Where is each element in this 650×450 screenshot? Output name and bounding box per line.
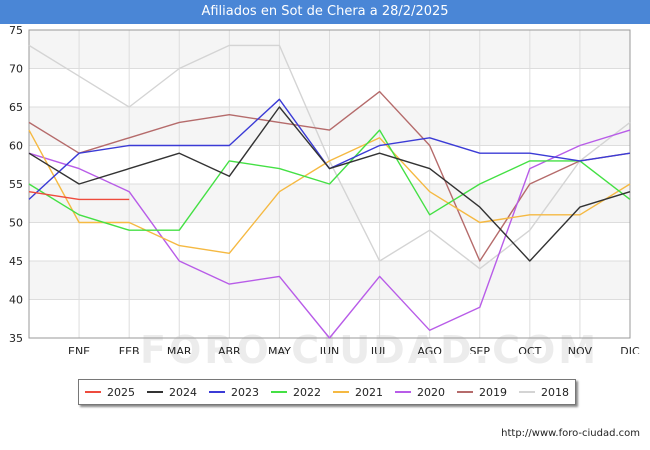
series-line-2020 <box>28 129 631 339</box>
series-line-2024 <box>28 106 631 262</box>
x-tick-label: JUN <box>319 345 340 354</box>
y-tick-label: 45 <box>9 255 23 268</box>
y-tick-label: 75 <box>9 24 23 37</box>
x-tick-label: ENE <box>68 345 90 354</box>
source-url: http://www.foro-ciudad.com <box>501 428 640 439</box>
x-tick-label: MAR <box>167 345 192 354</box>
legend-label: 2022 <box>293 385 321 399</box>
legend-item-2019: 2019 <box>457 386 507 399</box>
legend-swatch <box>333 391 349 393</box>
y-tick-label: 50 <box>9 217 23 230</box>
y-tick-label: 65 <box>9 101 23 114</box>
x-tick-label: MAY <box>268 345 291 354</box>
y-tick-label: 35 <box>9 332 23 345</box>
legend-label: 2024 <box>169 385 197 399</box>
chart-title: Afiliados en Sot de Chera a 28/2/2025 <box>0 0 650 24</box>
legend-label: 2019 <box>479 385 507 399</box>
legend-label: 2023 <box>231 385 259 399</box>
x-tick-label: DIC <box>620 345 640 354</box>
legend-swatch <box>457 391 473 393</box>
y-tick-label: 70 <box>9 63 23 76</box>
watermark: FORO-CIUDAD.COM <box>140 328 600 372</box>
legend-swatch <box>271 391 287 393</box>
legend-swatch <box>85 391 101 393</box>
line-chart: 35 40 45 50 55 60 65 70 75 ENE FEB MAR ABR MAY JUN JUL A… <box>9 24 640 354</box>
x-tick-label: AGO <box>417 345 442 354</box>
legend-item-2022: 2022 <box>271 386 321 399</box>
legend: 2025 2024 2023 2022 2021 2020 2019 2018 <box>78 379 576 405</box>
legend-swatch <box>395 391 411 393</box>
x-tick-label: SEP <box>469 345 490 354</box>
legend-swatch <box>519 391 535 393</box>
legend-item-2020: 2020 <box>395 386 445 399</box>
series-line-2025 <box>28 191 130 201</box>
x-tick-label: ABR <box>218 345 241 354</box>
legend-item-2023: 2023 <box>209 386 259 399</box>
series-line-2019 <box>28 90 631 262</box>
legend-swatch <box>147 391 163 393</box>
series-line-2021 <box>28 129 631 254</box>
legend-label: 2018 <box>541 385 569 399</box>
legend-swatch <box>209 391 225 393</box>
legend-label: 2020 <box>417 385 445 399</box>
legend-item-2025: 2025 <box>85 386 135 399</box>
x-tick-label: NOV <box>568 345 593 354</box>
legend-item-2024: 2024 <box>147 386 197 399</box>
y-tick-label: 60 <box>9 140 23 153</box>
legend-item-2018: 2018 <box>519 386 569 399</box>
x-tick-label: OCT <box>518 345 541 354</box>
x-tick-label: JUL <box>370 345 389 354</box>
legend-label: 2021 <box>355 385 383 399</box>
x-tick-label: FEB <box>119 345 140 354</box>
series-line-2022 <box>28 129 631 231</box>
y-tick-label: 55 <box>9 178 23 191</box>
legend-item-2021: 2021 <box>333 386 383 399</box>
legend-label: 2025 <box>107 385 135 399</box>
y-tick-label: 40 <box>9 294 23 307</box>
